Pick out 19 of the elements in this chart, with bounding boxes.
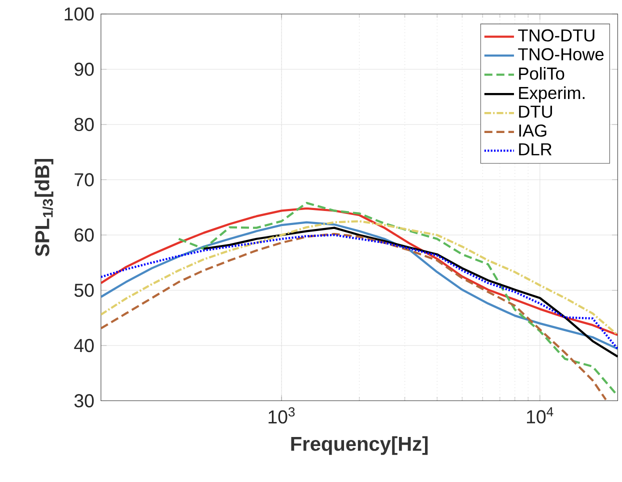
legend-label: DTU <box>519 106 552 118</box>
y-tick-label: 70 <box>74 173 94 186</box>
legend-label: DLR <box>519 143 552 156</box>
x-tick-label: 10$^{3}$ <box>268 407 295 424</box>
y-axis-title: SPL$_{1/3}$[dB] <box>34 159 54 256</box>
y-tick-label: 40 <box>74 339 94 352</box>
legend-label: Experim. <box>519 86 584 103</box>
x-tick-label: 10$^{4}$ <box>526 407 554 424</box>
legend-label: PoliTo <box>519 67 564 80</box>
y-tick-label: 30 <box>74 394 94 408</box>
y-tick-label: 90 <box>74 62 94 76</box>
legend-label: IAG <box>519 124 546 137</box>
y-tick-label: 80 <box>74 118 94 132</box>
legend-label: TNO-Howe <box>518 48 604 61</box>
y-tick-label: 60 <box>74 228 94 242</box>
x-axis-title: Frequency[Hz] <box>291 436 428 455</box>
y-tick-label: 50 <box>74 284 94 298</box>
y-tick-label: 100 <box>64 7 94 21</box>
legend-label: TNO-DTU <box>518 29 594 42</box>
